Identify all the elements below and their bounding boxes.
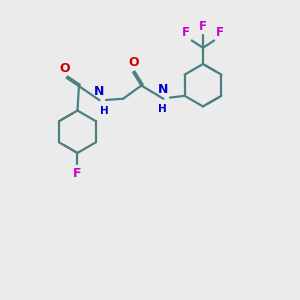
Text: H: H [100, 106, 109, 116]
Text: H: H [158, 104, 167, 114]
Text: O: O [128, 56, 139, 69]
Text: N: N [94, 85, 105, 98]
Text: F: F [182, 26, 190, 39]
Text: F: F [73, 167, 82, 180]
Text: N: N [158, 83, 169, 96]
Text: O: O [59, 62, 70, 75]
Text: F: F [199, 20, 207, 33]
Text: F: F [216, 26, 224, 39]
